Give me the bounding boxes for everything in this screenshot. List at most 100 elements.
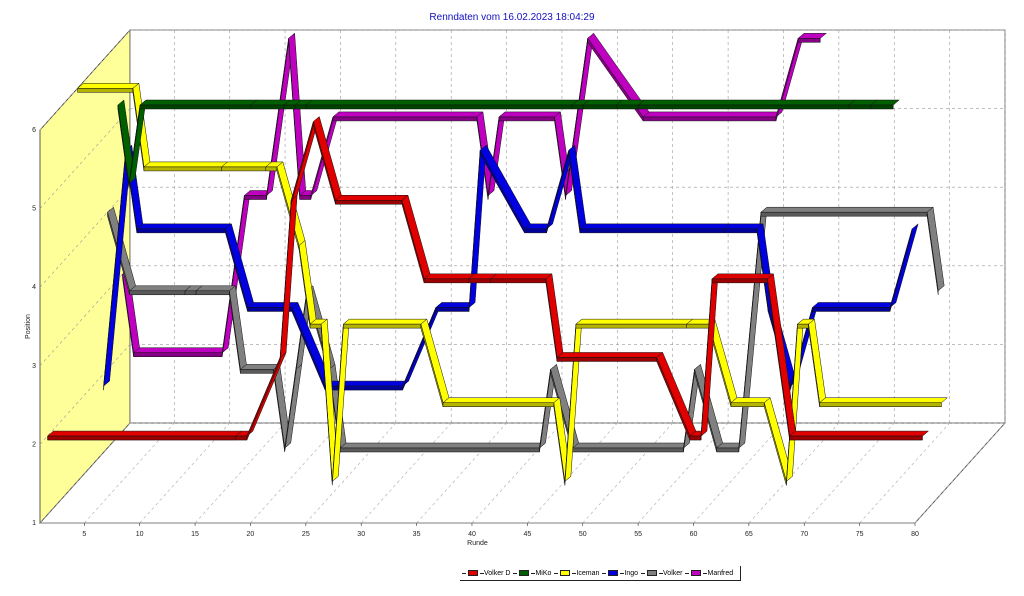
legend-swatch: [691, 570, 702, 576]
x-tick-label: 15: [191, 531, 199, 538]
series-segment-side: [442, 402, 555, 407]
series-segment-side: [139, 104, 252, 110]
x-tick-label: 75: [856, 531, 864, 538]
series-segment: [818, 397, 949, 403]
series-segment-side: [136, 228, 226, 234]
series-segment-side: [848, 104, 872, 110]
series-segment-side: [797, 323, 809, 329]
series-segment-side: [686, 323, 710, 329]
series-segment: [132, 347, 229, 353]
x-tick-label: 30: [357, 531, 365, 538]
x-tick-label: 80: [911, 531, 919, 538]
x-axis-title: Runde: [467, 540, 488, 547]
series-segment: [332, 111, 484, 118]
series-segment: [195, 285, 237, 292]
series-segment: [220, 161, 273, 168]
legend-label: Volker D: [484, 569, 511, 577]
x-tick-label: 55: [634, 531, 642, 538]
series-segment-side: [335, 385, 403, 391]
series-segment-side: [143, 166, 222, 172]
legend-item: Manfred: [685, 570, 733, 577]
series-segment: [442, 397, 561, 403]
series-segment: [760, 206, 934, 213]
x-tick-label: 50: [579, 531, 587, 538]
series-segment-side: [889, 228, 913, 312]
series-segment-side: [797, 38, 821, 43]
series-segment: [334, 195, 409, 201]
series-segment-side: [294, 104, 307, 110]
series-segment-side: [195, 290, 230, 296]
series-segment-side: [723, 228, 758, 234]
series-segment-side: [812, 307, 891, 312]
series-segment: [498, 111, 562, 118]
series-segment: [143, 161, 229, 168]
y-tick-label: 6: [32, 127, 36, 134]
legend-label: MiKo: [535, 569, 552, 577]
series-segment-side: [244, 195, 267, 200]
series-segment: [128, 285, 192, 292]
series-segment: [575, 318, 694, 325]
series-segment-side: [250, 104, 285, 110]
series-segment-side: [616, 104, 639, 110]
series-segment-side: [689, 435, 702, 441]
y-tick-label: 2: [32, 441, 36, 448]
series-segment: [139, 99, 258, 106]
legend-swatch: [647, 570, 658, 576]
series-segment: [246, 302, 299, 308]
legend-item: Iceman: [554, 570, 599, 577]
series-segment-side: [343, 323, 422, 329]
x-tick-label: 5: [82, 531, 86, 538]
x-tick-label: 65: [745, 531, 753, 538]
series-segment-side: [760, 211, 928, 217]
series-segment: [489, 273, 553, 280]
x-tick-label: 40: [468, 531, 476, 538]
legend-swatch: [560, 570, 571, 576]
series-segment-side: [575, 323, 687, 329]
series-segment: [136, 223, 233, 230]
series-segment: [342, 318, 428, 325]
series-segment-side: [572, 447, 684, 453]
series-segment-side: [299, 195, 312, 200]
series-segment-side: [789, 435, 923, 441]
series-segment-side: [524, 228, 547, 234]
series-segment-side: [332, 116, 478, 122]
series-iceman: [76, 82, 949, 486]
series-segment: [788, 430, 930, 437]
series-segment-side: [638, 104, 850, 110]
series-segment-side: [716, 447, 740, 453]
series-segment-side: [423, 278, 469, 284]
series-segment-side: [435, 307, 470, 312]
series-segment-side: [335, 200, 403, 205]
series-segment: [637, 99, 856, 106]
series-segment-side: [305, 104, 573, 110]
x-tick-label: 35: [413, 531, 421, 538]
series-segment-side: [926, 212, 939, 295]
series-segment: [579, 223, 731, 230]
series-miko: [117, 99, 900, 188]
series-segment: [250, 99, 291, 106]
legend-label: Manfred: [707, 569, 734, 577]
y-tick-label: 5: [32, 206, 36, 213]
series-segment-side: [571, 104, 584, 110]
legend-item: Volker: [641, 570, 682, 577]
series-segment-side: [283, 104, 296, 110]
chart-title: Renndaten vom 16.02.2023 18:04:29: [429, 12, 595, 23]
series-segment: [642, 111, 783, 118]
y-tick-label: 4: [32, 284, 36, 291]
series-segment-side: [133, 352, 223, 357]
x-tick-label: 70: [800, 531, 808, 538]
series-segment-side: [47, 435, 237, 441]
series-segment: [730, 397, 771, 403]
y-tick-label: 3: [32, 363, 36, 370]
series-segment-side: [184, 290, 197, 296]
back-wall: [129, 29, 1006, 424]
series-segment-side: [235, 435, 248, 441]
series-volker: [107, 206, 945, 453]
legend-swatch: [519, 570, 530, 576]
legend-swatch: [468, 570, 478, 576]
series-segment: [239, 364, 281, 370]
series-segment-side: [265, 166, 278, 172]
series-segment: [423, 273, 476, 280]
series-segment: [582, 99, 623, 106]
